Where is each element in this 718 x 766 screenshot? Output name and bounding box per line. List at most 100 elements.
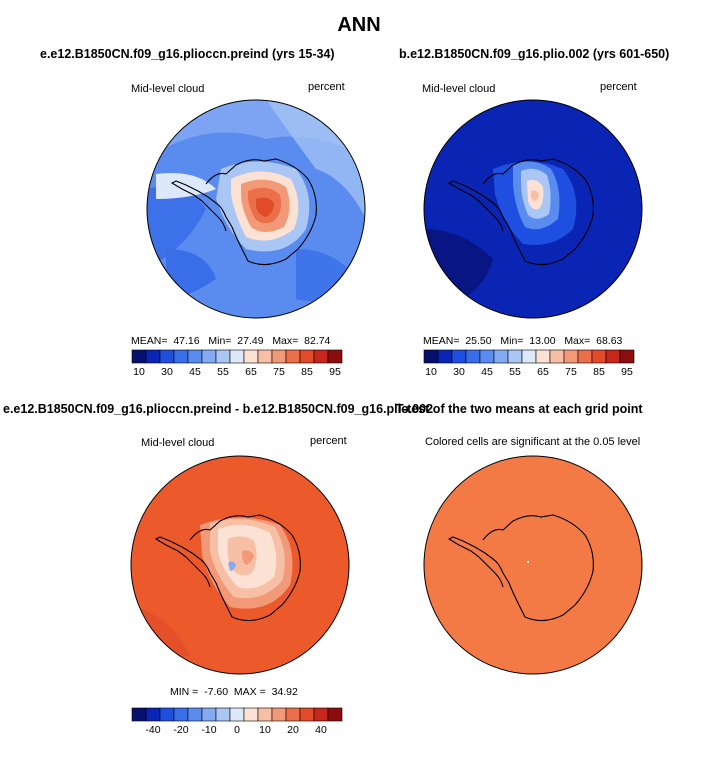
panel1-colorbar-box (159, 349, 175, 364)
panel3-colorbar-tick-label: -20 (173, 724, 188, 736)
panel3-variable-label: Mid-level cloud (141, 437, 215, 449)
panel3-colorbar-tick-label: -40 (145, 724, 160, 736)
panel1-variable-label: Mid-level cloud (131, 83, 205, 95)
panel1-colorbar-box (243, 349, 259, 364)
panel1-colorbar-box (327, 349, 343, 364)
panel1-colorbar-tick-label: 85 (301, 366, 313, 378)
panel2-colorbar-box (549, 349, 565, 364)
panel2-variable-label: Mid-level cloud (422, 83, 496, 95)
panel1-title: e.e12.B1850CN.f09_g16.plioccn.preind (yr… (40, 47, 335, 61)
panel3-colorbar-tick-label: 40 (315, 724, 327, 736)
panel3-colorbar-box (271, 707, 287, 722)
panel1-colorbar-box (271, 349, 287, 364)
panel2-colorbar-box (521, 349, 537, 364)
panel3-units-label: percent (310, 435, 347, 447)
panel3-colorbar-box (313, 707, 329, 722)
panel3-colorbar: -40 -20 -10 0 10 20 40 (131, 707, 343, 736)
panel1-mean-label: MEAN= (131, 335, 168, 347)
panel4-map (423, 455, 643, 675)
panel1-colorbar-box (173, 349, 189, 364)
panel1-colorbar-tick-label: 10 (133, 366, 145, 378)
panel2-colorbar-tick-label: 85 (593, 366, 605, 378)
panel1-colorbar-tick-label: 65 (245, 366, 257, 378)
panel1-max-label: Max= (272, 335, 299, 347)
panel1-mean-value: 47.16 (173, 335, 200, 347)
panel1-colorbar-box (201, 349, 217, 364)
panel2-colorbar-tick-label: 10 (425, 366, 437, 378)
panel3-colorbar-box (215, 707, 231, 722)
panel1-colorbar-tick-label: 95 (329, 366, 341, 378)
panel2-max-label: Max= (564, 335, 591, 347)
panel2-colorbar-box (605, 349, 621, 364)
panel2-map (423, 99, 643, 319)
panel2-colorbar-box (423, 349, 439, 364)
panel2-colorbar: 10 30 45 55 65 75 85 95 (423, 349, 635, 378)
panel1-colorbar-box (145, 349, 161, 364)
panel2-colorbar-box (493, 349, 509, 364)
panel3-colorbar-box (159, 707, 175, 722)
panel2-colorbar-tick-label: 65 (537, 366, 549, 378)
panel1-colorbar-box (313, 349, 329, 364)
panel2-colorbar-tick-label: 55 (509, 366, 521, 378)
panel1-colorbar-box (187, 349, 203, 364)
panel2-colorbar-tick-label: 45 (481, 366, 493, 378)
panel1-min-label: Min= (208, 335, 232, 347)
panel3-title: e.e12.B1850CN.f09_g16.plioccn.preind - b… (3, 402, 434, 416)
panel2-min-value: 13.00 (529, 335, 556, 347)
panel3-colorbar-box (243, 707, 259, 722)
panel3-colorbar-tick-label: 0 (234, 724, 240, 736)
panel1-stats: MEAN= 47.16 Min= 27.49 Max= 82.74 (131, 335, 330, 347)
panel1-colorbar-box (229, 349, 245, 364)
panel2-colorbar-box (479, 349, 495, 364)
panel3-min-label: MIN = (170, 686, 199, 698)
panel2-colorbar-tick-label: 95 (621, 366, 633, 378)
panel1-colorbar-tick-label: 30 (161, 366, 173, 378)
panel2-mean-value: 25.50 (465, 335, 492, 347)
panel2-colorbar-tick-label: 30 (453, 366, 465, 378)
panel3-colorbar-box (145, 707, 161, 722)
panel1-colorbar-box (299, 349, 315, 364)
panel3-colorbar-box (327, 707, 343, 722)
panel1-colorbar-box (257, 349, 273, 364)
panel3-max-label: MAX = (233, 686, 266, 698)
panel2-stats: MEAN= 25.50 Min= 13.00 Max= 68.63 (423, 335, 622, 347)
panel1-units-label: percent (308, 81, 345, 93)
panel3-colorbar-tick-label: -10 (201, 724, 216, 736)
panel2-colorbar-box (563, 349, 579, 364)
panel1-colorbar: 10 30 45 55 65 75 85 95 (131, 349, 343, 378)
panel3-colorbar-box (257, 707, 273, 722)
panel2-colorbar-box (507, 349, 523, 364)
panel3-colorbar-tick-label: 20 (287, 724, 299, 736)
panel2-mean-label: MEAN= (423, 335, 460, 347)
panel2-units-label: percent (600, 81, 637, 93)
panel2-max-value: 68.63 (596, 335, 623, 347)
panel1-min-value: 27.49 (237, 335, 264, 347)
panel3-colorbar-box (201, 707, 217, 722)
panel3-colorbar-box (187, 707, 203, 722)
panel1-map (146, 99, 366, 319)
panel3-colorbar-tick-label: 10 (259, 724, 271, 736)
panel2-colorbar-box (465, 349, 481, 364)
panel2-colorbar-box (577, 349, 593, 364)
panel1-colorbar-box (215, 349, 231, 364)
panel1-colorbar-box (131, 349, 147, 364)
panel2-colorbar-tick-label: 75 (565, 366, 577, 378)
panel3-min-value: -7.60 (204, 686, 229, 698)
panel3-colorbar-box (229, 707, 245, 722)
panel2-min-label: Min= (500, 335, 524, 347)
panel2-colorbar-box (619, 349, 635, 364)
panel1-colorbar-tick-label: 45 (189, 366, 201, 378)
panel3-stats: MIN = -7.60 MAX = 34.92 (170, 686, 298, 698)
panel2-colorbar-box (451, 349, 467, 364)
panel3-map (130, 455, 350, 675)
panel2-colorbar-box (437, 349, 453, 364)
panel2-title: b.e12.B1850CN.f09_g16.plio.002 (yrs 601-… (399, 47, 670, 61)
panel1-colorbar-box (285, 349, 301, 364)
panel4-subtitle: Colored cells are significant at the 0.0… (425, 436, 641, 448)
panel1-max-value: 82.74 (304, 335, 331, 347)
panel3-colorbar-box (285, 707, 301, 722)
panel3-colorbar-box (173, 707, 189, 722)
panel3-max-value: 34.92 (271, 686, 298, 698)
panel4-title: T-test of the two means at each grid poi… (396, 402, 643, 416)
main-title: ANN (337, 14, 381, 36)
